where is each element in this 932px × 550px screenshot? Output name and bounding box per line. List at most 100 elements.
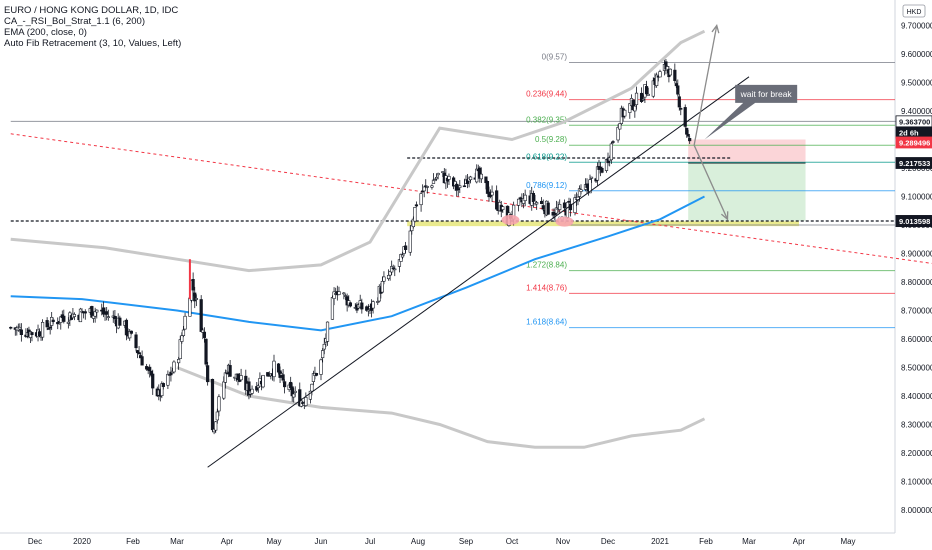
candle-body [214, 421, 218, 431]
candle-body [546, 202, 550, 215]
y-tick-label: 8.200000 [901, 449, 932, 458]
candle-body [413, 207, 417, 222]
bollinger-upper-band [10, 29, 706, 273]
candle-body [490, 191, 494, 196]
ema-200-line [10, 195, 705, 332]
candle-body [83, 311, 87, 314]
callout-box[interactable] [704, 84, 798, 140]
candle-body [618, 123, 622, 130]
candle-body [151, 373, 155, 389]
ascending-trendline[interactable] [207, 76, 750, 468]
candle-body [673, 69, 677, 81]
candle-body [408, 230, 412, 253]
fib-level-label: 1.618(8.64) [526, 318, 567, 327]
y-tick-label: 8.300000 [901, 421, 932, 430]
candle-body [425, 186, 429, 188]
candle-body [456, 188, 460, 191]
candle-body [419, 193, 423, 206]
price-tag [895, 157, 932, 169]
candle-body [674, 83, 678, 87]
candle-body [414, 204, 419, 207]
candle-body [523, 194, 527, 201]
candle-body [371, 301, 375, 309]
candle-body [118, 317, 122, 326]
candle-body [479, 173, 483, 180]
candle-body [422, 186, 426, 192]
candle-body [191, 279, 195, 291]
candle-body [172, 361, 176, 373]
candle-body [325, 321, 330, 342]
candle-body [293, 390, 297, 393]
candle-body [495, 190, 499, 210]
candle-body [641, 98, 645, 101]
candle-body [462, 185, 467, 188]
candle-body [161, 383, 165, 387]
candle-body [217, 396, 221, 412]
chart-legend: EURO / HONG KONG DOLLAR, 1D, IDC CA_-_RS… [4, 5, 181, 49]
x-tick-label: May [266, 537, 281, 546]
candle-body [393, 268, 397, 271]
candle-body [199, 299, 203, 332]
fib-level-label: 0.618(9.22) [526, 152, 567, 161]
candle-body [623, 109, 627, 117]
candle-body [134, 334, 138, 349]
reward-zone [688, 163, 806, 221]
candle-body [140, 356, 144, 366]
candle-body [611, 141, 615, 143]
candle-body [616, 127, 620, 141]
x-tick-label: Oct [506, 537, 519, 546]
legend-symbol: EURO / HONG KONG DOLLAR, 1D, IDC [4, 5, 179, 16]
candle-body [292, 393, 296, 398]
candle-body [558, 204, 562, 210]
candle-body [105, 311, 109, 315]
candle-body [56, 322, 60, 325]
y-tick-label: 9.500000 [901, 79, 932, 88]
x-tick-label: Sep [459, 537, 474, 546]
candle-body [683, 107, 687, 127]
y-tick-label: 8.700000 [901, 307, 932, 316]
candle-body [447, 175, 451, 180]
price-tag-label: 9.289496 [899, 138, 930, 147]
x-tick-label: Feb [699, 537, 713, 546]
callout-text: wait for break [740, 89, 793, 99]
y-tick-label: 8.800000 [901, 278, 932, 287]
projection-arrow-head [720, 211, 729, 221]
candle-body [433, 179, 437, 182]
candle-body [342, 292, 346, 295]
risk-zone [688, 139, 806, 164]
candle-body [332, 291, 336, 299]
candle-body [685, 127, 689, 135]
candle-body [250, 388, 254, 394]
y-tick-label: 8.100000 [901, 478, 932, 487]
candle-body [516, 198, 521, 206]
candle-body [319, 359, 323, 375]
candle-body [225, 372, 229, 375]
candle-body [686, 133, 690, 137]
x-tick-label: Jul [365, 537, 375, 546]
x-tick-label: Apr [793, 537, 806, 546]
fib-level-label: 0.236(9.44) [526, 90, 567, 99]
candle-body [215, 411, 219, 421]
candle-body [360, 302, 364, 310]
candle-body [330, 297, 335, 320]
currency-badge[interactable] [902, 4, 926, 18]
candle-body [19, 329, 23, 336]
candle-body [677, 96, 681, 108]
candle-body [210, 378, 215, 431]
candle-body [72, 314, 77, 317]
y-tick-label: 8.600000 [901, 335, 932, 344]
candle-body [128, 331, 132, 339]
candle-body [137, 352, 141, 355]
candle-body [314, 373, 319, 376]
candle-body [644, 86, 649, 95]
projection-arrow-head [711, 24, 720, 34]
x-tick-label: Apr [221, 537, 234, 546]
candle-body [129, 330, 133, 334]
x-tick-label: Dec [28, 537, 42, 546]
projection-arrow-line [693, 25, 718, 146]
bollinger-lower-band [176, 366, 706, 449]
candle-body [430, 185, 434, 188]
candle-body [124, 319, 129, 336]
candle-body [51, 319, 55, 323]
